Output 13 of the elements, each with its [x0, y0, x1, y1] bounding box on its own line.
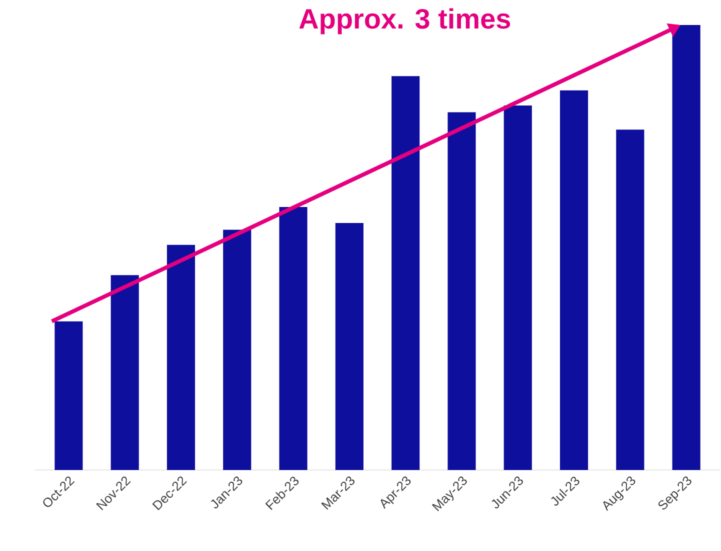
bar: [110, 275, 139, 470]
bar: [54, 321, 83, 470]
bar: [560, 90, 588, 470]
bar: [504, 106, 532, 470]
bar: [279, 206, 308, 470]
bar: [448, 112, 476, 470]
bar: [335, 223, 364, 470]
bar: [616, 130, 644, 470]
bar: [672, 24, 700, 470]
bar: [223, 230, 252, 470]
bar: [392, 76, 420, 470]
annotation: Approx. 3 times: [299, 8, 510, 34]
bar: [166, 244, 196, 470]
